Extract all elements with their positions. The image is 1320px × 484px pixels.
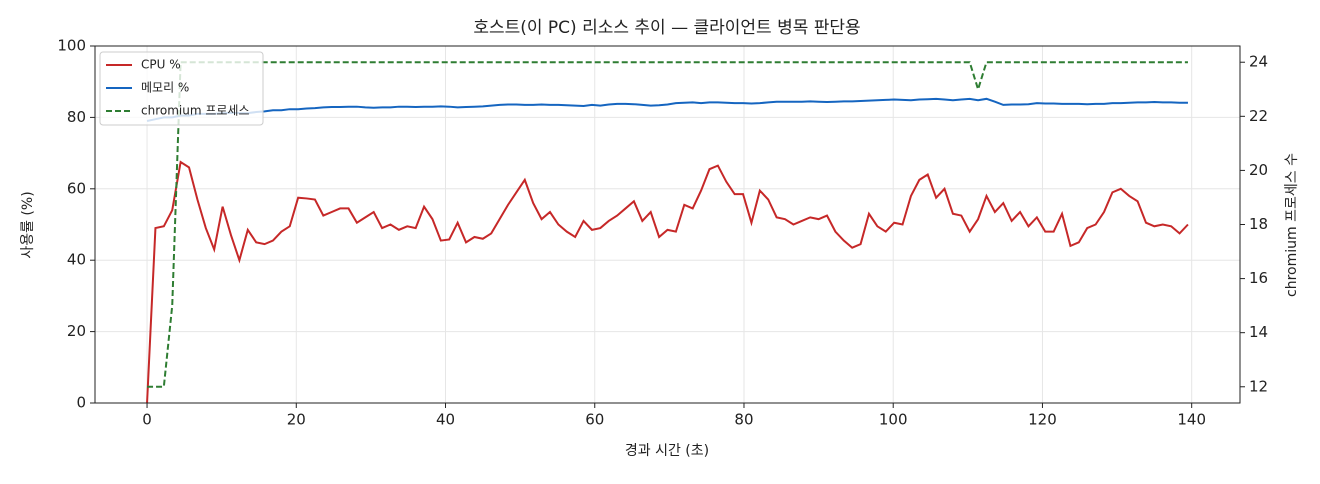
legend-label: chromium 프로세스 xyxy=(141,104,250,118)
y2-axis-label: chromium 프로세스 수 xyxy=(1284,153,1300,297)
legend: CPU % 메모리 % chromium 프로세스 xyxy=(99,51,264,126)
legend-label: CPU % xyxy=(141,58,181,72)
plot-frame xyxy=(94,45,1241,404)
y2-tick-label: 16 xyxy=(1249,269,1268,287)
x-tick-label: 0 xyxy=(142,411,152,429)
series-line xyxy=(146,160,1189,404)
y-tick-label: 80 xyxy=(67,108,86,126)
chart-title: 호스트(이 PC) 리소스 추이 — 클라이언트 병목 판단용 xyxy=(473,18,860,38)
legend-label: 메모리 % xyxy=(141,81,189,95)
series-line xyxy=(146,97,1188,122)
x-tick-label: 20 xyxy=(287,411,306,429)
y-tick-label: 60 xyxy=(67,179,86,197)
y2-tick-label: 12 xyxy=(1249,377,1268,395)
y2-tick-label: 18 xyxy=(1249,215,1268,233)
x-tick-label: 120 xyxy=(1028,411,1057,429)
x-tick-label: 40 xyxy=(436,411,455,429)
y2-tick-label: 22 xyxy=(1249,107,1268,125)
x-tick-label: 100 xyxy=(879,411,908,429)
y-tick-label: 40 xyxy=(67,251,86,269)
y-axis-label: 사용률 (%) xyxy=(20,191,36,258)
legend-box xyxy=(99,51,264,126)
y2-tick-label: 14 xyxy=(1249,323,1268,341)
y-tick-label: 20 xyxy=(67,322,86,340)
y-tick-label: 0 xyxy=(76,394,86,412)
x-tick-label: 140 xyxy=(1177,411,1206,429)
x-tick-label: 60 xyxy=(585,411,604,429)
y2-tick-label: 24 xyxy=(1249,53,1268,71)
y-tick-label: 100 xyxy=(57,37,86,55)
x-axis-label: 경과 시간 (초) xyxy=(625,443,709,459)
series-line xyxy=(147,61,1188,388)
x-tick-label: 80 xyxy=(734,411,753,429)
y2-tick-label: 20 xyxy=(1249,161,1268,179)
